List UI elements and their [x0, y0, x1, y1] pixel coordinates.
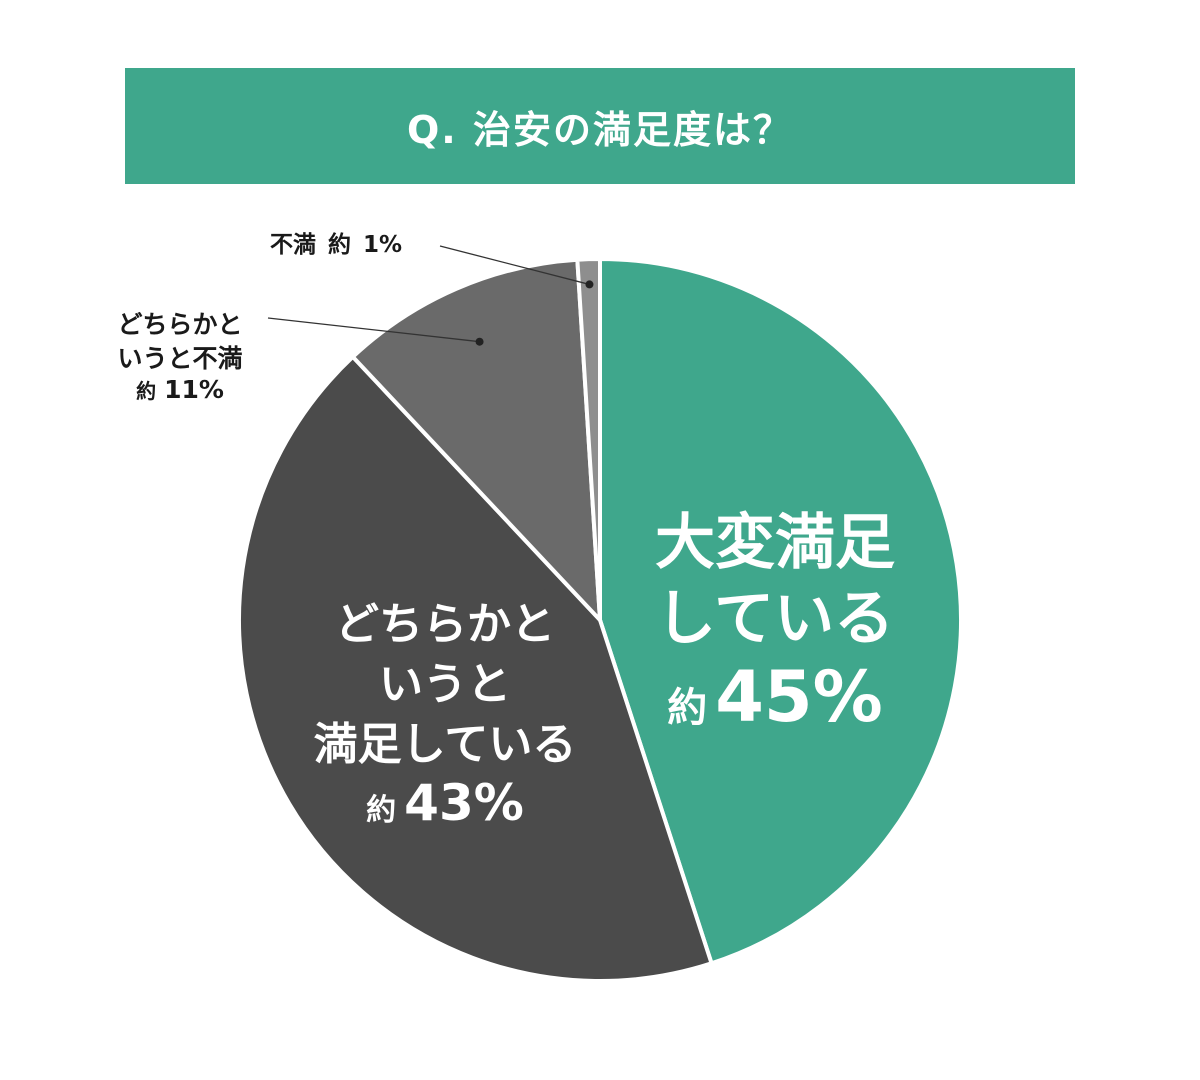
slice-label-line: どちらかと [117, 310, 243, 339]
slice-percent: 約 45% [667, 657, 883, 738]
slice-label-line: 満足している [313, 719, 577, 770]
slice-percent: 約 11% [136, 375, 224, 405]
slice-label-somewhat-satisfied: どちらかと いうと 満足している 約 43% [270, 595, 620, 833]
slice-label-dissatisfied: 不満 約 1% [270, 232, 440, 258]
leader-line-dissatisfied [439, 245, 590, 286]
slice-label-line: している [655, 584, 895, 654]
percent-value: 1% [363, 232, 403, 258]
percent-prefix: 約 [366, 793, 397, 828]
slice-label-line: 不満 [270, 232, 316, 258]
percent-prefix: 約 [667, 685, 708, 731]
percent-value: 43% [404, 774, 524, 832]
slice-label-line: いうと不満 [117, 344, 243, 373]
slice-label-line: 大変満足 [655, 508, 895, 578]
slice-label-somewhat-dissatisfied: どちらかと いうと不満 約 11% [95, 308, 265, 405]
percent-prefix: 約 [136, 379, 157, 403]
slice-label-line: いうと [379, 659, 511, 710]
pie-slice-very-satisfied [598, 257, 963, 966]
pie-slice-somewhat-satisfied [237, 354, 714, 983]
percent-value: 45% [715, 656, 883, 738]
slice-percent: 約 43% [366, 774, 524, 833]
slice-label-very-satisfied: 大変満足 している 約 45% [630, 505, 920, 738]
pie-slice-somewhat-dissatisfied [350, 257, 602, 622]
slice-percent: 不満 約 1% [270, 232, 402, 258]
leader-dot-somewhat-dissatisfied [475, 337, 484, 346]
percent-prefix: 約 [328, 232, 351, 258]
percent-value: 11% [164, 375, 224, 404]
leader-dot-dissatisfied [585, 280, 594, 289]
pie-slice-dissatisfied [575, 257, 602, 622]
leader-line-somewhat-dissatisfied [267, 317, 480, 343]
chart-title: Q. 治安の満足度は？ [125, 68, 1075, 184]
slice-label-line: どちらかと [335, 599, 555, 650]
